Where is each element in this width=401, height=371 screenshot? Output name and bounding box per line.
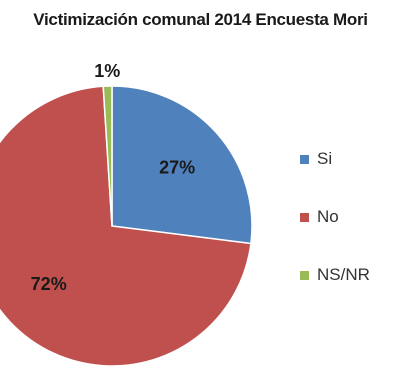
pie-slice-no <box>0 85 252 367</box>
legend-label-nsnr: NS/NR <box>317 265 370 284</box>
legend-label-si: Si <box>317 149 333 168</box>
legend-swatch-si <box>300 154 309 164</box>
pie-slice-nsnr <box>102 85 113 227</box>
legend-item-nsnr: NS/NR <box>300 261 370 289</box>
legend-item-si: Si <box>300 145 370 173</box>
data-label-si: 27% <box>159 157 195 177</box>
data-label-nsnr: 1% <box>94 61 120 81</box>
legend-swatch-no <box>300 212 309 222</box>
legend: Si No NS/NR <box>300 145 370 319</box>
pie-slice-si <box>111 85 253 245</box>
data-label-no: 72% <box>31 274 67 294</box>
chart-title: Victimización comunal 2014 Encuesta Mori <box>33 10 368 29</box>
legend-item-no: No <box>300 203 370 231</box>
legend-label-no: No <box>317 207 339 226</box>
legend-swatch-nsnr <box>300 270 309 280</box>
